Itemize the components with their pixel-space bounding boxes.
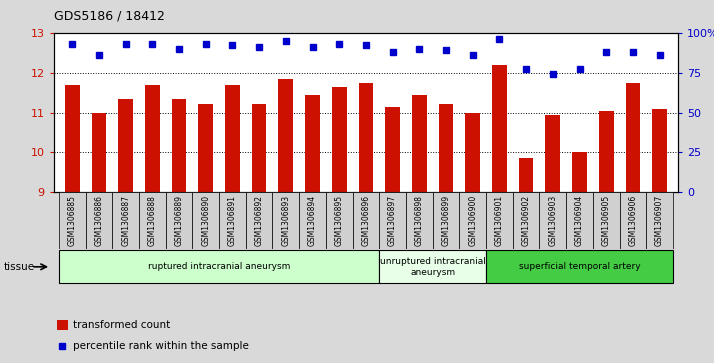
Bar [406, 192, 433, 249]
Bar [59, 250, 379, 283]
Text: GSM1306905: GSM1306905 [602, 195, 610, 246]
Bar [572, 152, 587, 192]
Bar [166, 192, 192, 249]
Bar [540, 192, 566, 249]
Bar [379, 192, 406, 249]
Bar [139, 192, 166, 249]
Bar [91, 113, 106, 192]
Text: GSM1306896: GSM1306896 [361, 195, 371, 246]
Text: GSM1306903: GSM1306903 [548, 195, 558, 246]
Bar [278, 79, 293, 192]
Text: GSM1306885: GSM1306885 [68, 195, 76, 246]
Bar [145, 85, 160, 192]
Text: GSM1306891: GSM1306891 [228, 195, 237, 246]
Bar [326, 192, 353, 249]
Bar [545, 115, 560, 192]
Text: GSM1306901: GSM1306901 [495, 195, 504, 246]
Text: GSM1306902: GSM1306902 [522, 195, 531, 246]
Bar [119, 99, 133, 192]
Bar [358, 82, 373, 192]
Text: superficial temporal artery: superficial temporal artery [518, 262, 640, 271]
Bar [486, 192, 513, 249]
Bar [305, 95, 320, 192]
Bar [646, 192, 673, 249]
Text: GSM1306898: GSM1306898 [415, 195, 424, 246]
Text: GSM1306900: GSM1306900 [468, 195, 477, 246]
Text: GSM1306889: GSM1306889 [174, 195, 183, 246]
Text: ruptured intracranial aneurysm: ruptured intracranial aneurysm [148, 262, 291, 271]
Bar [620, 192, 646, 249]
Text: GSM1306906: GSM1306906 [628, 195, 638, 246]
Text: GSM1306887: GSM1306887 [121, 195, 130, 246]
Text: GSM1306893: GSM1306893 [281, 195, 291, 246]
Bar [625, 82, 640, 192]
Text: GSM1306886: GSM1306886 [94, 195, 104, 246]
Bar [653, 109, 667, 192]
Bar [386, 107, 400, 192]
Text: transformed count: transformed count [74, 320, 171, 330]
Bar [353, 192, 379, 249]
Text: percentile rank within the sample: percentile rank within the sample [74, 341, 249, 351]
Bar [198, 104, 213, 192]
Bar [492, 65, 507, 192]
Bar [171, 99, 186, 192]
Text: GSM1306895: GSM1306895 [335, 195, 343, 246]
Bar [112, 192, 139, 249]
Text: GDS5186 / 18412: GDS5186 / 18412 [54, 9, 164, 22]
Text: GSM1306888: GSM1306888 [148, 195, 157, 246]
Text: GSM1306904: GSM1306904 [575, 195, 584, 246]
Text: tissue: tissue [4, 262, 35, 272]
Text: GSM1306907: GSM1306907 [655, 195, 664, 246]
Bar [466, 113, 480, 192]
Bar [219, 192, 246, 249]
Bar [379, 250, 486, 283]
Text: GSM1306890: GSM1306890 [201, 195, 210, 246]
Bar [59, 192, 86, 249]
Text: GSM1306899: GSM1306899 [441, 195, 451, 246]
Bar [299, 192, 326, 249]
Bar [57, 320, 68, 330]
Bar [519, 159, 533, 192]
Bar [86, 192, 112, 249]
Bar [192, 192, 219, 249]
Bar [459, 192, 486, 249]
Text: GSM1306892: GSM1306892 [255, 195, 263, 246]
Bar [252, 104, 266, 192]
Text: unruptured intracranial
aneurysm: unruptured intracranial aneurysm [380, 257, 486, 277]
Bar [486, 250, 673, 283]
Bar [273, 192, 299, 249]
Bar [513, 192, 540, 249]
Bar [599, 110, 613, 192]
Bar [246, 192, 273, 249]
Bar [433, 192, 459, 249]
Bar [225, 85, 240, 192]
Bar [332, 87, 346, 192]
Text: GSM1306897: GSM1306897 [388, 195, 397, 246]
Text: GSM1306894: GSM1306894 [308, 195, 317, 246]
Bar [412, 95, 427, 192]
Bar [593, 192, 620, 249]
Bar [438, 104, 453, 192]
Bar [65, 85, 79, 192]
Bar [566, 192, 593, 249]
